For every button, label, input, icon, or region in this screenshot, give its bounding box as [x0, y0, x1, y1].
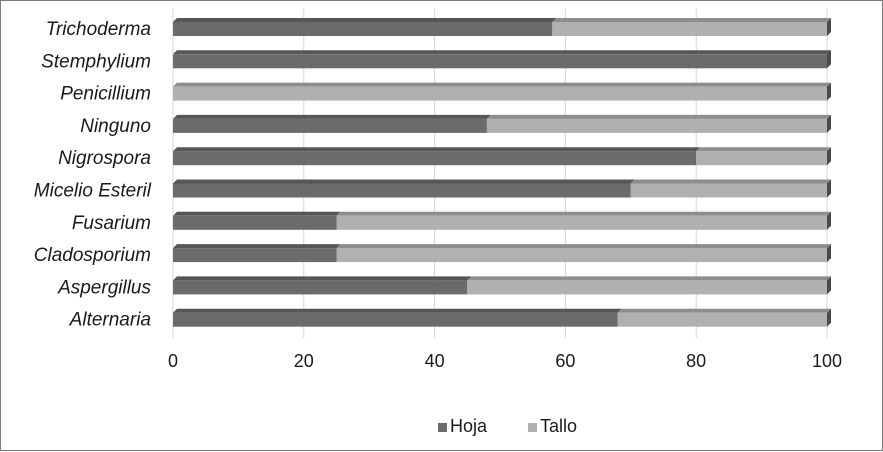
- bar-segment-hoja: [173, 248, 337, 263]
- bar-segment-tallo: [336, 248, 827, 263]
- category-label: Alternaria: [69, 310, 151, 331]
- x-tick-label: 60: [555, 351, 575, 371]
- bar-segment-hoja: [173, 215, 337, 230]
- bar-segment-tallo: [696, 151, 827, 166]
- bar-segment-hoja: [173, 54, 827, 69]
- bar-segment-hoja: [173, 312, 618, 327]
- bar-top-tallo: [336, 244, 831, 249]
- bar-end-face: [827, 244, 831, 263]
- bar-end-face: [827, 50, 831, 69]
- bar-segment-hoja: [173, 118, 487, 133]
- bar-segment-tallo: [467, 280, 827, 295]
- bar-top-tallo: [630, 179, 831, 184]
- category-label: Ninguno: [80, 116, 151, 137]
- category-label: Penicillium: [60, 84, 151, 105]
- category-label: Trichoderma: [46, 19, 151, 40]
- bar-end-face: [827, 147, 831, 166]
- bar-top-tallo: [552, 18, 831, 22]
- bar-top-tallo: [336, 211, 831, 216]
- category-label: Cladosporium: [34, 245, 151, 266]
- bar-top-hoja: [173, 244, 341, 249]
- bar-end-face: [827, 308, 831, 327]
- bar-end-face: [827, 82, 831, 101]
- category-label: Aspergillus: [57, 277, 151, 298]
- bar-segment-tallo: [173, 86, 827, 101]
- legend-swatch-hoja: [438, 423, 447, 432]
- bar-top-hoja: [173, 18, 557, 22]
- bar-top-hoja: [173, 211, 341, 216]
- bar-top-hoja: [173, 276, 472, 281]
- bar-segment-hoja: [173, 151, 697, 166]
- bar-top-hoja: [173, 308, 622, 313]
- bar-top-hoja: [173, 114, 491, 119]
- bar-top-tallo: [486, 114, 831, 119]
- category-label: Nigrospora: [58, 148, 151, 169]
- bar-end-face: [827, 18, 831, 36]
- bar-top-tallo: [696, 147, 831, 152]
- bar-segment-tallo: [630, 183, 827, 198]
- bar-top-tallo: [467, 276, 831, 281]
- category-label: Fusarium: [72, 213, 151, 234]
- bar-top-tallo: [173, 82, 831, 87]
- bar-end-face: [827, 114, 831, 133]
- category-label: Stemphylium: [41, 51, 151, 72]
- bar-end-face: [827, 211, 831, 230]
- bar-segment-tallo: [552, 22, 827, 36]
- x-tick-label: 80: [686, 351, 706, 371]
- legend-swatch-tallo: [528, 423, 537, 432]
- bar-segment-tallo: [486, 118, 827, 133]
- x-tick-label: 100: [812, 351, 842, 371]
- bar-top-hoja: [173, 179, 635, 184]
- bar-segment-hoja: [173, 280, 468, 295]
- bar-top-hoja: [173, 147, 701, 152]
- bar-top-hoja: [173, 50, 831, 55]
- bar-segment-hoja: [173, 22, 553, 36]
- x-tick-label: 20: [294, 351, 314, 371]
- x-tick-label: 0: [168, 351, 178, 371]
- bar-end-face: [827, 276, 831, 295]
- bar-segment-tallo: [617, 312, 827, 327]
- bar-end-face: [827, 179, 831, 198]
- bar-top-tallo: [617, 308, 831, 313]
- x-tick-label: 40: [425, 351, 445, 371]
- bar-segment-hoja: [173, 183, 631, 198]
- bar-segment-tallo: [336, 215, 827, 230]
- legend-label-hoja: Hoja: [450, 416, 488, 436]
- category-label: Micelio Esteril: [34, 181, 152, 202]
- legend-label-tallo: Tallo: [540, 416, 577, 436]
